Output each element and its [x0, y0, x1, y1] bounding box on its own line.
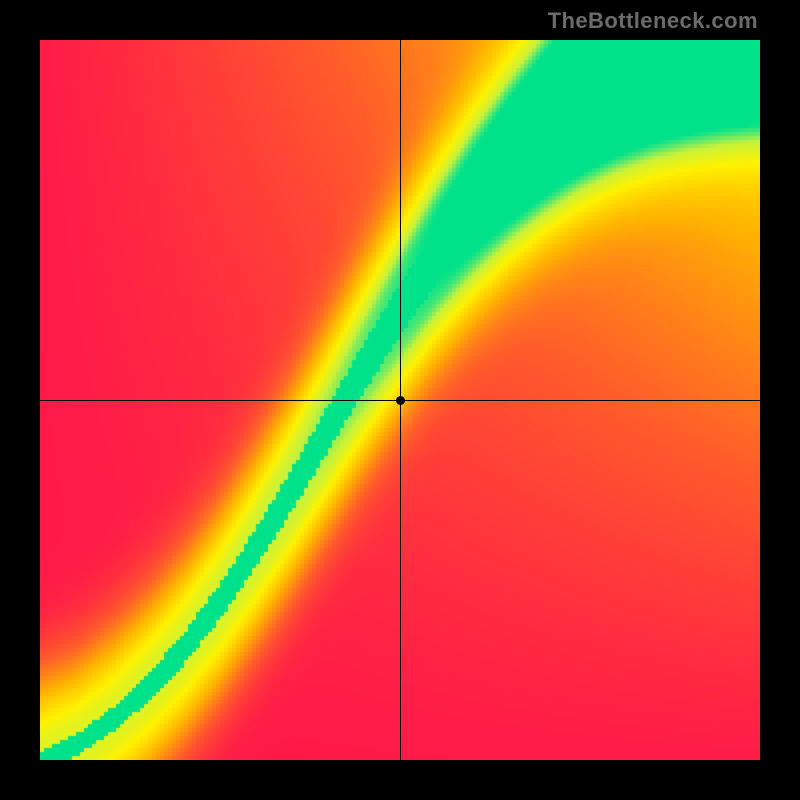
crosshair-point [396, 396, 405, 405]
watermark-label: TheBottleneck.com [548, 8, 758, 34]
chart-frame: TheBottleneck.com [0, 0, 800, 800]
